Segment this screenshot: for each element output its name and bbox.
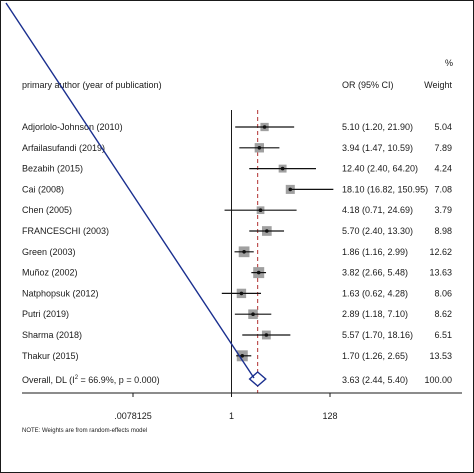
weight-text: 13.63 bbox=[429, 268, 452, 278]
study-row: Bezabih (2015) 12.40 (2.40, 64.20) 4.24 bbox=[22, 164, 452, 174]
weight-text: 8.62 bbox=[434, 309, 452, 319]
study-label: Arfailasufandi (2019) bbox=[22, 143, 105, 153]
point-estimate bbox=[240, 354, 245, 358]
x-tick-label: .0078125 bbox=[114, 411, 152, 421]
study-label: Chen (2005) bbox=[22, 205, 72, 215]
study-label: Muñoz (2002) bbox=[22, 268, 78, 278]
diagonal-line bbox=[5, 2, 255, 379]
ci-text: 5.57 (1.70, 18.16) bbox=[342, 330, 413, 340]
overall-row: Overall, DL (I2 = 66.9%, p = 0.000) 3.63… bbox=[22, 371, 452, 387]
study-label: Cai (2008) bbox=[22, 184, 64, 194]
weight-text: 4.24 bbox=[434, 164, 452, 174]
point-estimate bbox=[258, 208, 263, 212]
ci-text: 3.82 (2.66, 5.48) bbox=[342, 268, 408, 278]
ci-text: 1.70 (1.26, 2.65) bbox=[342, 351, 408, 361]
ci-text: 2.89 (1.18, 7.10) bbox=[342, 309, 408, 319]
study-label: Adjorlolo-Johnson (2010) bbox=[22, 122, 123, 132]
weights-note: NOTE: Weights are from random-effects mo… bbox=[22, 428, 147, 434]
study-row: Sharma (2018) 5.57 (1.70, 18.16) 6.51 bbox=[22, 330, 452, 340]
study-label: Sharma (2018) bbox=[22, 330, 82, 340]
study-row: Arfailasufandi (2019) 3.94 (1.47, 10.59) 7… bbox=[22, 143, 452, 153]
weight-text: 13.53 bbox=[429, 351, 452, 361]
weight-text: 6.51 bbox=[434, 330, 452, 340]
weight-text: 5.04 bbox=[434, 122, 452, 132]
point-estimate bbox=[257, 146, 262, 150]
ci-text: 1.63 (0.62, 4.28) bbox=[342, 288, 408, 298]
x-axis-ticks: .0078125 1 128 bbox=[114, 393, 338, 421]
weight-text: 8.06 bbox=[434, 288, 452, 298]
study-row: Putri (2019) 2.89 (1.18, 7.10) 8.62 bbox=[22, 309, 452, 319]
study-label: Bezabih (2015) bbox=[22, 164, 83, 174]
weight-text: 12.62 bbox=[429, 247, 452, 257]
point-estimate bbox=[264, 333, 269, 337]
ci-text: 5.70 (2.40, 13.30) bbox=[342, 226, 413, 236]
study-label: Thakur (2015) bbox=[22, 351, 79, 361]
study-row: Muñoz (2002) 3.82 (2.66, 5.48) 13.63 bbox=[22, 267, 452, 279]
ci-text: 5.10 (1.20, 21.90) bbox=[342, 122, 413, 132]
weight-text: 3.79 bbox=[434, 205, 452, 215]
ci-text: 4.18 (0.71, 24.69) bbox=[342, 205, 413, 215]
point-estimate bbox=[242, 250, 246, 254]
study-col-header: primary author (year of publication) bbox=[22, 80, 162, 90]
overall-weight: 100.00 bbox=[424, 375, 452, 385]
weight-text: 7.89 bbox=[434, 143, 452, 153]
ci-text: 3.94 (1.47, 10.59) bbox=[342, 143, 413, 153]
study-row: FRANCESCHI (2003) 5.70 (2.40, 13.30) 8.98 bbox=[22, 226, 452, 236]
point-estimate bbox=[239, 291, 244, 296]
point-estimate bbox=[262, 125, 267, 129]
point-estimate bbox=[251, 312, 255, 317]
study-row: Chen (2005) 4.18 (0.71, 24.69) 3.79 bbox=[22, 205, 452, 215]
or-col-header: OR (95% CI) bbox=[342, 80, 394, 90]
study-row: Adjorlolo-Johnson (2010) 5.10 (1.20, 21.9… bbox=[22, 122, 452, 132]
point-estimate bbox=[256, 270, 261, 275]
x-tick-label: 128 bbox=[322, 411, 337, 421]
ci-text: 12.40 (2.40, 64.20) bbox=[342, 164, 418, 174]
study-label: FRANCESCHI (2003) bbox=[22, 226, 109, 236]
weight-col-pct: % bbox=[445, 58, 453, 68]
point-estimate bbox=[288, 187, 293, 192]
point-estimate bbox=[265, 229, 269, 233]
study-label: Natphopsuk (2012) bbox=[22, 288, 99, 298]
overall-ci-text: 3.63 (2.44, 5.40) bbox=[342, 375, 408, 385]
ci-text: 18.10 (16.82, 150.95) bbox=[342, 184, 428, 194]
study-rows: Adjorlolo-Johnson (2010) 5.10 (1.20, 21.9… bbox=[22, 122, 452, 362]
study-label: Green (2003) bbox=[22, 247, 76, 257]
overall-diamond bbox=[248, 371, 267, 387]
study-row: Natphopsuk (2012) 1.63 (0.62, 4.28) 8.06 bbox=[22, 288, 452, 298]
point-estimate bbox=[280, 166, 285, 171]
study-row: Green (2003) 1.86 (1.16, 2.99) 12.62 bbox=[22, 246, 452, 258]
weight-text: 7.08 bbox=[434, 184, 452, 194]
weight-col-header: Weight bbox=[424, 80, 452, 90]
weight-text: 8.98 bbox=[434, 226, 452, 236]
x-tick-label: 1 bbox=[229, 411, 234, 421]
study-row: Cai (2008) 18.10 (16.82, 150.95) 7.08 bbox=[22, 184, 452, 194]
study-label: Putri (2019) bbox=[22, 309, 69, 319]
ci-text: 1.86 (1.16, 2.99) bbox=[342, 247, 408, 257]
overall-label: Overall, DL (I2 = 66.9%, p = 0.000) bbox=[22, 375, 160, 385]
